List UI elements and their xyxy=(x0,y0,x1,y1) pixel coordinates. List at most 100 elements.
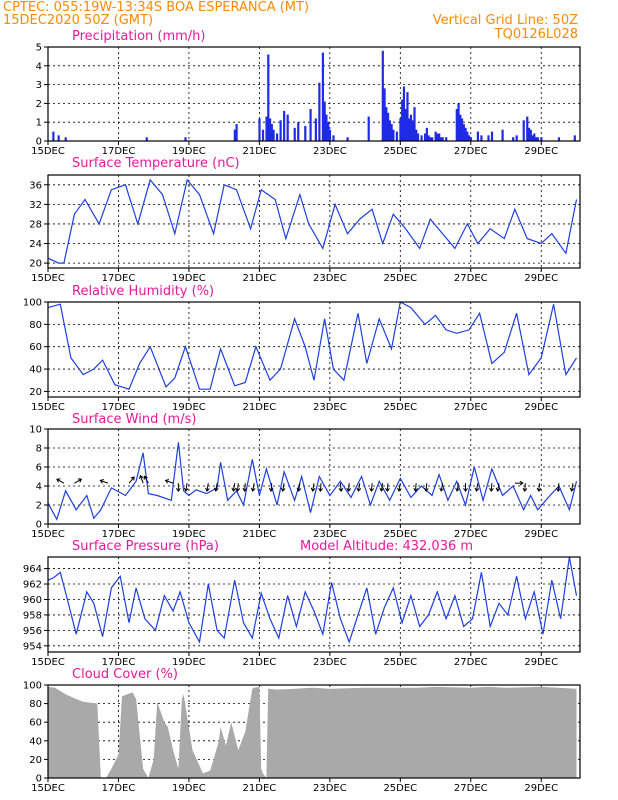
model-code: TQ0126L028 xyxy=(494,27,578,42)
precip-xtick-label: 25DEC xyxy=(383,146,417,157)
rh-ytick-label: 100 xyxy=(23,298,42,309)
wind-vector-shaft xyxy=(206,483,209,492)
wind-vector-shaft xyxy=(237,483,239,492)
wind-vector-shaft xyxy=(490,483,493,492)
wind-vector xyxy=(356,483,362,492)
wind-vector-head xyxy=(569,487,575,492)
cloud-ytick-label: 60 xyxy=(29,718,42,729)
press-xtick-label: 15DEC xyxy=(31,657,65,668)
precip-bar xyxy=(487,135,490,141)
cloud-xtick-label: 17DEC xyxy=(102,783,136,794)
precip-xtick-label: 29DEC xyxy=(524,146,558,157)
rh-xtick-label: 29DEC xyxy=(524,402,558,413)
wind-vector-head xyxy=(268,487,274,493)
temp-title: Surface Temperature (nC) xyxy=(72,156,240,171)
rh-plot: 20 40 60 80 100 15DEC 17DEC 19DEC 21DEC 23DEC 25DE… xyxy=(23,298,581,413)
precip-plot: 0 1 2 3 4 5 15DEC 17DEC 19DEC 21DEC 23DEC 25DEC 27DE… xyxy=(31,43,581,157)
wind-vector-head xyxy=(56,478,61,483)
wind-vector-head xyxy=(143,475,148,480)
cloud-ytick-label: 40 xyxy=(29,736,42,747)
precip-bar xyxy=(501,129,504,141)
wind-vector xyxy=(514,480,524,486)
temp-xtick-label: 17DEC xyxy=(102,273,136,284)
wind-vector-head xyxy=(519,480,524,486)
wind-vector xyxy=(318,483,323,493)
precip-bar xyxy=(388,120,391,141)
precip-bar xyxy=(286,114,289,141)
temp-frame xyxy=(47,174,581,269)
press-xtick-label: 27DEC xyxy=(454,657,488,668)
cloud-ytick-label: 20 xyxy=(29,755,42,766)
wind-panel: Surface Wind (m/s) 0 2 4 6 8 10 15DEC 17DEC 19DE… xyxy=(29,412,581,540)
wind-vector-shaft xyxy=(557,483,560,492)
temp-xtick-label: 25DEC xyxy=(383,273,417,284)
wind-vector-shaft xyxy=(128,476,135,484)
wind-vector-shaft xyxy=(185,483,188,492)
precip-bar xyxy=(318,82,321,141)
temp-plot: 20 24 28 32 36 15DEC 17DEC 19DEC 21DEC 23DEC 25DEC… xyxy=(29,174,581,284)
press-xtick-label: 23DEC xyxy=(313,657,347,668)
precip-bar xyxy=(390,124,393,141)
precip-bar xyxy=(409,114,413,141)
wind-vector xyxy=(379,483,385,492)
wind-vector-shaft xyxy=(571,483,574,492)
precip-bar xyxy=(399,118,402,141)
wind-vector xyxy=(280,483,286,492)
precip-bar xyxy=(386,112,390,141)
temp-xtick-label: 19DEC xyxy=(172,273,206,284)
precip-ytick-label: 1 xyxy=(36,118,42,129)
precip-ytick-label: 2 xyxy=(36,99,42,110)
rh-panel: Relative Humidity (%) 20 40 60 80 100 15DEC 17… xyxy=(23,284,581,413)
precip-bar xyxy=(321,52,325,141)
wind-ytick-label: 2 xyxy=(36,501,42,512)
cloud-ytick-label: 0 xyxy=(36,774,42,785)
wind-vector-head xyxy=(439,487,445,492)
precip-bar xyxy=(408,118,411,141)
precip-bar xyxy=(531,135,534,141)
wind-xtick-label: 21DEC xyxy=(243,529,277,540)
wind-vector-shaft xyxy=(139,475,144,484)
precip-bar xyxy=(466,131,469,141)
precip-bar xyxy=(346,137,349,141)
precip-bar xyxy=(480,135,483,141)
cloud-frame xyxy=(47,684,581,779)
cloud-xtick-label: 29DEC xyxy=(524,783,558,794)
press-ytick-label: 956 xyxy=(23,626,42,637)
wind-vector-shaft xyxy=(319,483,322,492)
precip-bar xyxy=(235,124,238,141)
wind-vector-head xyxy=(296,487,302,492)
cloud-panel: Cloud Cover (%) 0 20 40 60 80 100 15DEC 17DEC 19… xyxy=(23,667,581,794)
precip-bar xyxy=(415,129,418,141)
precip-title: Precipitation (mm/h) xyxy=(72,29,205,44)
precip-bar xyxy=(434,131,437,141)
wind-vector-shaft xyxy=(398,483,401,492)
cloud-xtick-label: 27DEC xyxy=(454,783,488,794)
precip-bar xyxy=(534,137,538,141)
precip-bar xyxy=(314,118,317,141)
cloud-xtick-label: 19DEC xyxy=(172,783,206,794)
press-ytick-label: 962 xyxy=(23,580,42,591)
precip-bar xyxy=(469,137,472,141)
precip-bar xyxy=(416,133,420,141)
model-altitude: Model Altitude: 432.036 m xyxy=(300,539,473,554)
precip-xtick-label: 15DEC xyxy=(31,146,65,157)
precip-bar xyxy=(464,127,467,141)
temp-xtick-label: 29DEC xyxy=(524,273,558,284)
precip-bar xyxy=(427,135,430,141)
precip-xtick-label: 19DEC xyxy=(172,146,206,157)
wind-vector-head xyxy=(556,487,561,493)
wind-vector xyxy=(489,483,494,493)
precip-bar xyxy=(304,125,307,141)
wind-vector-shaft xyxy=(370,483,373,492)
wind-vector xyxy=(423,483,429,493)
wind-vector-shaft xyxy=(143,475,149,484)
wind-vector-head xyxy=(139,474,144,480)
wind-vector xyxy=(369,483,375,493)
wind-frame xyxy=(47,428,581,525)
precip-bar xyxy=(429,137,432,141)
wind-vector xyxy=(495,483,501,492)
temp-xtick-label: 15DEC xyxy=(31,273,65,284)
temp-xtick-label: 21DEC xyxy=(243,273,277,284)
wind-vector-head xyxy=(455,487,460,492)
